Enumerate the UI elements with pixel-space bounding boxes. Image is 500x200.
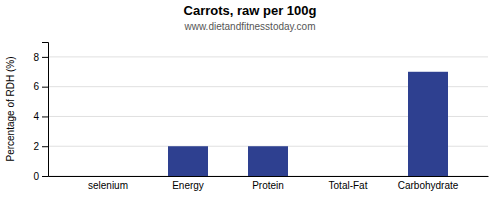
tick-mark — [42, 116, 48, 117]
tick-label: 4 — [33, 111, 39, 122]
tick: Total-Fat — [329, 180, 368, 191]
tick: 6 — [33, 81, 48, 92]
tick-label: 0 — [33, 171, 39, 182]
tick: selenium — [88, 180, 128, 191]
bar — [88, 176, 128, 177]
y-axis-title: Percentage of RDH (%) — [5, 56, 16, 161]
plot: 0 2 4 6 8 selenium Energy Protein Total-Fat Carbo… — [33, 43, 488, 192]
tick: 2 — [33, 141, 48, 152]
tick: 0 — [33, 171, 48, 182]
tick-label: Total-Fat — [329, 180, 368, 191]
tick-mark — [42, 57, 48, 58]
tick-mark — [42, 176, 48, 177]
tick-mark — [42, 146, 48, 147]
title: Carrots, raw per 100g — [184, 3, 317, 18]
tick-label: 8 — [33, 52, 39, 63]
bar — [168, 146, 208, 176]
tick-label: selenium — [88, 180, 128, 191]
tick-label: Protein — [252, 180, 284, 191]
bar — [328, 176, 368, 177]
tick: Protein — [252, 180, 284, 191]
tick-label: Energy — [172, 180, 204, 191]
tick-label: 2 — [33, 141, 39, 152]
tick-mark — [42, 87, 48, 88]
tick: 4 — [33, 111, 48, 122]
chart: Carrots, raw per 100g www.dietandfitnesst… — [0, 0, 500, 200]
x-axis: selenium Energy Protein Total-Fat Carbohydra… — [49, 177, 489, 192]
tick: 8 — [33, 52, 48, 63]
bar — [408, 72, 448, 176]
bar — [248, 146, 288, 176]
subtitle: www.dietandfitnesstoday.com — [184, 21, 316, 32]
grid — [48, 57, 488, 176]
tick-label: 6 — [33, 81, 39, 92]
y-axis: 0 2 4 6 8 — [33, 43, 48, 182]
tick-label: Carbohydrate — [398, 180, 459, 191]
tick: Energy — [172, 180, 204, 191]
tick: Carbohydrate — [398, 180, 459, 191]
bars — [168, 72, 448, 176]
grid-line — [48, 56, 488, 57]
axis-line — [49, 176, 489, 177]
axis-line — [42, 43, 49, 177]
